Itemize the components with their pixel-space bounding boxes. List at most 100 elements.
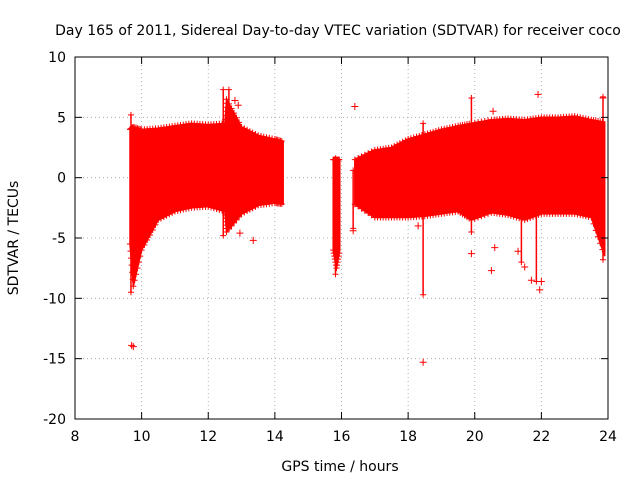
data-point [233,114,240,121]
data-point-outlier [236,229,244,237]
data-point [332,155,339,162]
data-point [368,212,375,219]
y-tick-label: 0 [57,171,66,187]
data-point [266,134,273,141]
data-point [134,265,141,272]
data-point-outlier [419,358,427,366]
data-point [574,113,581,120]
y-tick-label: -20 [43,412,66,428]
data-point [530,213,537,220]
chart-title: Day 165 of 2011, Sidereal Day-to-day VTE… [55,23,621,39]
data-point [427,129,434,136]
data-point [405,136,412,143]
data-point-outlier [249,236,257,244]
data-point-outlier [491,244,499,252]
data-point [127,289,134,296]
data-spike [225,86,232,229]
data-point [577,114,584,121]
data-point [580,212,587,219]
data-point [407,135,414,142]
data-point [481,212,488,219]
data-point-outlier [231,96,239,104]
data-point [149,226,156,233]
data-point [355,203,362,210]
data-point [231,219,238,226]
data-point [365,150,372,157]
data-point [475,214,482,221]
y-tick-label: 10 [48,50,66,66]
data-point [358,205,365,212]
data-point [478,118,485,125]
data-point [220,86,227,93]
axis-ticks: 8 10 12 14 16 18 20 22 24 -20 -15 -10 -5 0 5 10 [43,50,617,445]
data-point [478,213,485,220]
data-spike [420,120,427,298]
data-point [137,253,144,260]
data-point [585,116,592,123]
x-tick-label: 20 [466,429,484,445]
y-axis-label: SDTVAR / TECUs [6,181,22,296]
data-point [446,124,453,131]
data-point [452,123,459,130]
data-point [527,214,534,221]
data-point [368,148,375,155]
data-point-outlier [537,277,545,285]
data-point [399,138,406,145]
data-point [481,117,488,124]
data-point [420,120,427,127]
data-point [420,291,427,298]
data-point [424,130,431,137]
data-point-outlier [514,247,522,255]
data-point [582,213,589,220]
data-point [210,205,217,212]
y-tick-label: -15 [43,352,66,368]
data-point [432,128,439,135]
data-point [413,133,420,140]
data-point [510,213,517,220]
data-point-outlier [351,102,359,110]
data-spike [220,86,227,239]
data-point [443,125,450,132]
data-point [241,209,248,216]
y-tick-label: -10 [43,291,66,307]
data-point [171,208,178,215]
data-point [582,115,589,122]
data-point [129,269,136,276]
data-point [213,206,220,213]
data-point [410,134,417,141]
data-point-outlier [248,193,256,201]
data-point [485,117,492,124]
x-tick-label: 18 [399,429,417,445]
data-point [244,208,251,215]
data-point [180,206,187,213]
data-point [518,138,525,145]
data-point [216,206,223,213]
data-point [126,241,133,248]
data-point [177,207,184,214]
data-point [521,216,528,223]
data-point [518,259,525,266]
data-point [144,237,151,244]
data-point-outlier [527,276,535,284]
data-point [365,210,372,217]
data-point [336,156,343,163]
data-point [595,233,602,240]
data-point [396,140,403,147]
data-point [233,216,240,223]
data-point-outlier [599,94,607,102]
data-point [391,143,398,150]
data-point-outlier [129,343,137,351]
data-point [257,133,264,140]
data-point [255,132,262,139]
data-point-outlier [234,101,242,109]
data-point [361,207,368,214]
data-point [351,156,358,163]
data-point [160,214,167,221]
data-point [252,131,259,138]
data-point [332,271,339,278]
data-point [146,231,153,238]
data-point [361,151,368,158]
data-point [223,228,230,235]
data-point [166,211,173,218]
